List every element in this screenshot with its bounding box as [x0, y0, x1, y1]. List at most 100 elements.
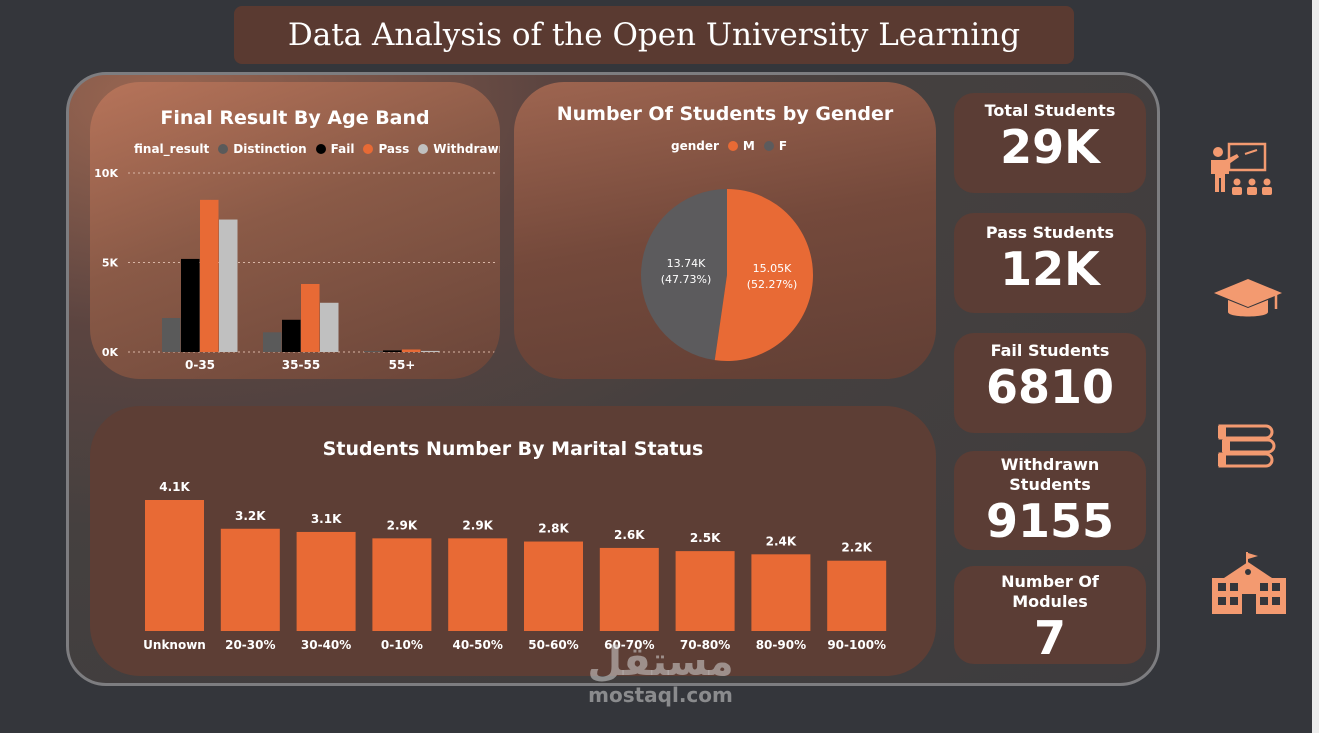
marital-status-chart-panel: Students Number By Marital Status 4.1K Un… [90, 406, 936, 676]
kpi-fail-students: Fail Students 6810 [954, 333, 1146, 433]
kpi-pass-students-value: 12K [1000, 242, 1100, 296]
bar-fail [181, 258, 200, 352]
bar-marital [751, 554, 811, 631]
legend-label-withdrawn: Withdrawn [433, 142, 500, 156]
legend-dot-withdrawn [418, 144, 429, 154]
pie-label-female-pct: (47.73%) [661, 273, 712, 286]
x-tick-label: 90-100% [827, 638, 886, 652]
x-tick-label: 20-30% [225, 638, 275, 652]
legend-label-female: F [778, 139, 788, 153]
bar-withdrawn [219, 219, 238, 352]
x-tick-label: 0-35 [185, 358, 215, 372]
bar-marital [372, 538, 432, 631]
x-tick-label: 35-55 [282, 358, 320, 372]
x-tick-label: 55+ [389, 358, 416, 372]
data-label: 2.5K [690, 531, 721, 545]
gender-chart-panel: Number Of Students by Gender gender M F … [514, 82, 936, 379]
legend-dot-fail [315, 144, 326, 154]
x-tick-label: 30-40% [301, 638, 351, 652]
watermark: مستقل mostaql.com [578, 640, 743, 706]
legend-dot-female [763, 141, 774, 151]
pie-label-male-pct: (52.27%) [747, 278, 798, 291]
kpi-withdrawn-students-label: Withdrawn Students [1000, 455, 1100, 494]
legend-label-pass: Pass [378, 142, 410, 156]
kpi-modules-label: Number Of Modules [1001, 572, 1099, 611]
bar-withdrawn [421, 350, 440, 352]
bar-marital [220, 528, 280, 631]
bar-fail [383, 350, 402, 352]
bar-marital [448, 538, 508, 631]
bar-marital [524, 541, 583, 631]
gender-legend: gender M F [671, 139, 787, 153]
data-label: 2.2K [841, 541, 872, 555]
kpi-total-students-label: Total Students [984, 101, 1116, 120]
bar-pass [301, 283, 320, 352]
page-title: Data Analysis of the Open University Lea… [287, 17, 1021, 53]
school-building-icon [1212, 552, 1286, 614]
bar-fail [282, 319, 301, 352]
pie-label-female-value: 13.74K [667, 257, 706, 270]
legend-dot-male [727, 141, 738, 151]
data-label: 2.4K [766, 534, 797, 548]
y-tick-label: 0K [102, 346, 119, 359]
pie-slice-f [641, 189, 727, 361]
x-tick-label: 40-50% [452, 638, 502, 652]
books-stack-icon [1218, 424, 1276, 468]
watermark-arabic: مستقل [587, 639, 734, 685]
kpi-total-students-value: 29K [1000, 120, 1100, 174]
gender-legend-title: gender [671, 139, 719, 153]
x-tick-label: 60-70% [604, 638, 654, 652]
kpi-fail-students-label: Fail Students [990, 341, 1110, 360]
bar-marital [296, 531, 356, 631]
teacher-classroom-icon [1211, 142, 1272, 195]
gender-pie-chart: 15.05K (52.27%) 13.74K (47.73%) [641, 189, 813, 361]
bar-distinction [364, 351, 383, 353]
bar-distinction [263, 332, 282, 352]
pie-slice-m [714, 189, 813, 361]
age-legend-title: final_result [134, 142, 210, 156]
bar-marital [145, 500, 204, 631]
data-label: 3.1K [311, 512, 342, 526]
kpi-withdrawn-students: Withdrawn Students 9155 [954, 451, 1146, 550]
age-band-chart: 0K 5K 10K 0-35 35-55 55+ [94, 167, 495, 372]
y-tick-label: 10K [94, 167, 118, 180]
marital-status-chart: 4.1K Unknown 3.2K 20-30% 3.1K 30-40% 2.9K 0-10%… [143, 480, 887, 652]
kpi-number-of-modules: Number Of Modules 7 [954, 566, 1146, 664]
kpi-modules-value: 7 [1033, 611, 1066, 665]
data-label: 2.8K [538, 522, 569, 536]
x-tick-label: 70-80% [680, 638, 730, 652]
bar-pass [200, 199, 219, 352]
legend-label-fail: Fail [330, 142, 355, 156]
legend-dot-pass [363, 144, 374, 154]
kpi-fail-students-value: 6810 [985, 360, 1115, 414]
data-label: 3.2K [235, 509, 266, 523]
data-label: 4.1K [159, 480, 190, 494]
age-band-legend: final_result Distinction Fail Pass Withd… [134, 142, 500, 156]
legend-label-distinction: Distinction [233, 142, 307, 156]
legend-dot-distinction [218, 144, 229, 154]
kpi-pass-students: Pass Students 12K [954, 213, 1146, 313]
bar-marital [675, 551, 735, 631]
age-band-chart-title: Final Result By Age Band [160, 107, 430, 129]
graduation-cap-icon [1214, 279, 1282, 317]
x-tick-label: 0-10% [381, 638, 423, 652]
data-label: 2.9K [387, 518, 418, 532]
data-label: 2.6K [614, 528, 645, 542]
bar-marital [827, 560, 887, 631]
age-band-chart-panel: Final Result By Age Band final_result Di… [90, 82, 500, 379]
watermark-latin: mostaql.com [588, 683, 733, 707]
gender-chart-title: Number Of Students by Gender [556, 103, 894, 125]
legend-label-male: M [742, 139, 755, 153]
data-label: 2.9K [462, 518, 493, 532]
x-tick-label: 80-90% [756, 638, 806, 652]
kpi-pass-students-label: Pass Students [985, 223, 1115, 242]
pie-label-male-value: 15.05K [753, 262, 792, 275]
y-tick-label: 5K [102, 257, 119, 270]
bar-pass [402, 349, 421, 352]
kpi-total-students: Total Students 29K [954, 93, 1146, 193]
bar-distinction [162, 317, 181, 352]
x-tick-label: 50-60% [528, 638, 578, 652]
bar-marital [599, 547, 659, 631]
x-tick-label: Unknown [143, 638, 206, 652]
kpi-withdrawn-students-value: 9155 [985, 494, 1115, 548]
